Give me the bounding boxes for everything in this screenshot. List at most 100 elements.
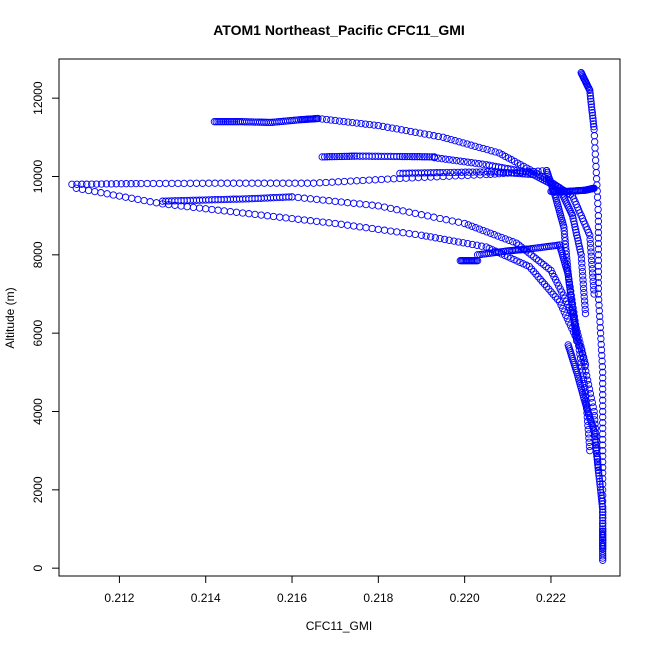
data-point [590,184,598,192]
data-point [592,162,600,171]
data-point [591,441,600,449]
data-point [121,193,130,201]
data-point [538,278,546,286]
data-point [333,152,341,161]
data-point [443,168,451,177]
data-point [231,118,239,126]
data-point [387,227,395,235]
data-point [122,180,130,188]
data-point [427,233,435,241]
data-point [117,180,125,188]
data-point [417,211,426,219]
x-tick-label: 0.214 [191,591,221,605]
data-point [593,452,601,460]
data-point [431,234,440,242]
data-point [214,206,222,214]
data-point [549,290,557,298]
data-point [399,229,407,237]
data-point [598,351,606,360]
data-point [594,217,603,225]
data-point [594,245,603,253]
data-point [434,154,442,162]
data-point [589,117,597,125]
data-point [454,238,463,246]
y-tick-label: 8000 [31,241,45,268]
data-point [590,286,598,294]
data-point [422,232,430,240]
data-point [198,179,207,187]
data-point [566,283,574,291]
data-point [143,179,151,188]
data-point [388,124,396,132]
data-point [580,297,589,305]
data-point [279,179,287,187]
data-point [599,533,607,542]
data-point [216,118,224,126]
data-point [585,385,594,393]
data-point [361,120,370,128]
data-point [374,225,382,234]
data-point [594,463,602,472]
data-point [208,205,216,214]
data-point [591,138,599,146]
data-point [467,141,475,149]
data-point [452,157,461,165]
data-point [97,189,105,197]
data-point [434,132,443,141]
data-point [591,435,599,444]
data-point [588,269,597,277]
data-point [445,156,453,164]
data-point [403,152,411,161]
data-point [591,150,599,158]
data-point [578,259,586,267]
data-point [527,265,536,273]
data-point [599,385,607,393]
data-point [588,109,596,117]
data-point [599,528,607,536]
data-point [599,542,607,550]
data-point [328,178,336,186]
data-point [594,290,603,298]
data-point [568,212,577,220]
data-point [573,337,581,345]
data-point [521,170,530,178]
chart-title: ATOM1 Northeast_Pacific CFC11_GMI [213,22,465,38]
data-point [591,156,600,164]
data-point [68,180,76,188]
data-point [479,144,487,153]
y-axis-label: Altitude (m) [3,287,17,348]
data-point [430,213,438,221]
data-point [328,153,336,161]
data-point [597,335,605,343]
data-point [359,176,367,185]
data-point [450,168,458,177]
data-point [597,346,606,354]
data-point [340,152,349,161]
data-point [589,120,598,128]
data-point [220,207,228,215]
data-point [587,252,595,260]
data-point [260,179,268,187]
data-point [580,293,588,301]
data-point [318,115,326,123]
data-point [587,256,596,265]
data-point [539,260,548,269]
data-point [425,131,433,139]
data-point [596,312,604,321]
data-point [596,323,604,332]
data-point [331,197,339,206]
data-point [411,209,419,218]
data-point [575,242,583,251]
data-point [202,205,210,213]
data-point [368,201,376,209]
data-point [588,106,596,114]
data-point [465,168,473,176]
data-point [314,114,322,123]
data-point [566,321,575,329]
data-point [477,242,486,250]
data-point [334,178,342,186]
data-point [468,222,476,230]
data-point [497,233,506,242]
data-point [309,179,318,187]
data-point [439,133,447,141]
